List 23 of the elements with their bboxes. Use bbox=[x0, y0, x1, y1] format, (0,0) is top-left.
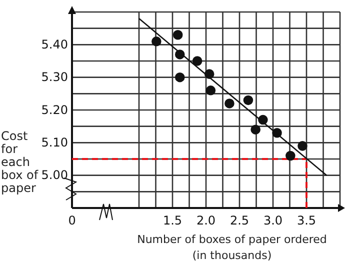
x-tick-label: 1.5 bbox=[162, 214, 182, 228]
y-tick-label: 5.20 bbox=[41, 102, 68, 117]
y-tick-label: 5.40 bbox=[41, 38, 68, 52]
y-tick-label: 5.30 bbox=[41, 70, 68, 84]
point bbox=[224, 98, 234, 108]
point bbox=[192, 56, 202, 66]
y-tick-label: 5.00 bbox=[41, 168, 68, 182]
point bbox=[286, 150, 296, 161]
point bbox=[152, 36, 162, 46]
point bbox=[250, 124, 260, 134]
point bbox=[172, 30, 183, 40]
x-tick-label: 3.0 bbox=[263, 214, 283, 228]
x-axis-title: Number of boxes of paper ordered (in thousands) bbox=[137, 233, 327, 262]
point bbox=[298, 141, 308, 151]
y-tick-label: 5.10 bbox=[41, 136, 68, 150]
x-tick-label: 2.0 bbox=[196, 214, 216, 228]
point bbox=[174, 72, 185, 82]
y-axis-title: Cost for each box of paper bbox=[1, 129, 39, 195]
point bbox=[206, 86, 216, 96]
x-tick-label: 3.5 bbox=[296, 214, 316, 228]
x-tick-label: 2.5 bbox=[230, 214, 250, 228]
x-tick-label: 0 bbox=[68, 214, 76, 228]
point bbox=[243, 95, 254, 106]
